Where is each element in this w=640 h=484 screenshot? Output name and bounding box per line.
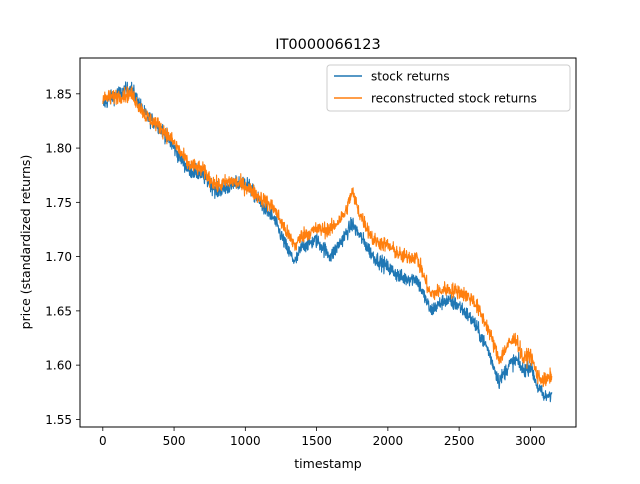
y-tick-label: 1.55 xyxy=(45,413,72,427)
chart-title: IT0000066123 xyxy=(275,37,380,53)
series-line-stock-returns xyxy=(102,81,553,403)
y-tick-label: 1.75 xyxy=(45,196,72,210)
series-line-reconstructed-stock-returns xyxy=(102,86,553,388)
plot-frame xyxy=(79,57,577,428)
x-tick-label: 500 xyxy=(163,434,186,448)
x-tick-label: 2000 xyxy=(373,434,404,448)
legend-box xyxy=(326,64,571,112)
x-tick-label: 2500 xyxy=(444,434,475,448)
x-tick-label: 1000 xyxy=(230,434,261,448)
x-axis-label: timestamp xyxy=(294,456,361,471)
legend: stock returns reconstructed stock return… xyxy=(326,64,571,112)
x-tick-label: 1500 xyxy=(301,434,332,448)
x-axis: 0 500 1000 1500 2000 2500 3000 xyxy=(99,427,546,448)
x-tick-label: 0 xyxy=(99,434,107,448)
y-tick-label: 1.70 xyxy=(45,250,72,264)
legend-label-reconstructed: reconstructed stock returns xyxy=(371,92,537,106)
y-axis-label: price (standardized returns) xyxy=(18,155,33,330)
y-tick-label: 1.65 xyxy=(45,304,72,318)
y-tick-label: 1.60 xyxy=(45,359,72,373)
y-tick-label: 1.85 xyxy=(45,87,72,101)
series-layer xyxy=(102,81,553,403)
y-tick-label: 1.80 xyxy=(45,142,72,156)
x-tick-label: 3000 xyxy=(515,434,546,448)
y-axis: 1.55 1.60 1.65 1.70 1.75 1.80 1.85 xyxy=(45,87,80,427)
legend-label-stock-returns: stock returns xyxy=(371,70,450,84)
